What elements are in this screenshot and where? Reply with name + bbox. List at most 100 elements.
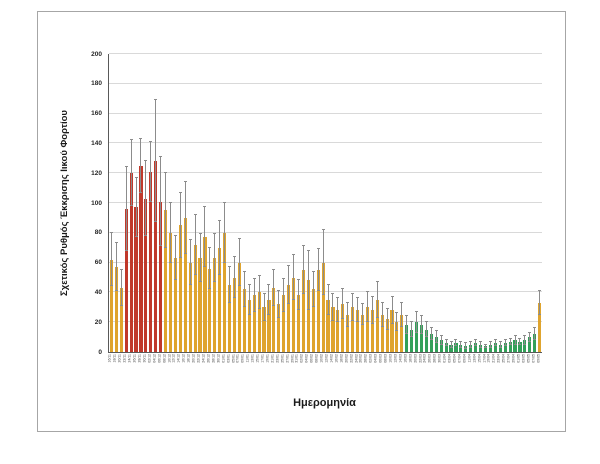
error-bar — [302, 246, 304, 294]
error-bar — [160, 156, 162, 247]
error-bar-cap — [385, 328, 389, 330]
bar-slot — [203, 54, 208, 352]
bar — [218, 247, 222, 352]
error-bar-cap — [405, 333, 409, 335]
error-bar-cap — [528, 331, 532, 333]
bar-slot — [488, 54, 493, 352]
error-bar — [219, 220, 221, 275]
error-bar-cap — [252, 278, 256, 279]
bar-slot — [424, 54, 429, 352]
error-bar-cap — [208, 288, 212, 290]
bar-slot — [267, 54, 272, 352]
bar — [242, 289, 246, 352]
error-bar-cap — [213, 233, 217, 235]
error-bar — [421, 316, 423, 335]
error-bar-cap — [390, 295, 394, 297]
error-bar-cap — [124, 249, 128, 251]
error-bar — [135, 177, 137, 238]
gridline — [109, 291, 542, 293]
bar — [459, 344, 463, 352]
error-bar-cap — [218, 273, 222, 275]
bar — [247, 299, 251, 352]
error-bar-cap — [164, 172, 168, 174]
x-tick-label: 19/01 — [265, 354, 270, 363]
error-bar — [411, 322, 413, 338]
bar — [306, 280, 310, 352]
bar-slot — [532, 54, 537, 352]
error-bar — [258, 276, 260, 309]
bar — [415, 322, 419, 352]
bar-slot — [522, 54, 527, 352]
y-tick-label: 120 — [91, 169, 102, 177]
error-bar-cap — [242, 270, 246, 272]
y-tick-label: 40 — [94, 288, 102, 296]
error-bar-cap — [498, 340, 502, 342]
error-bar — [248, 284, 250, 315]
error-bar-cap — [479, 346, 483, 348]
bar-slot — [114, 54, 119, 352]
bar — [424, 329, 429, 352]
error-bar-cap — [257, 275, 261, 277]
bar-slot — [257, 54, 262, 352]
error-bar-cap — [356, 297, 360, 299]
y-tick-label: 0 — [98, 348, 102, 356]
bar — [159, 201, 163, 352]
error-bar-cap — [415, 310, 419, 312]
bar — [232, 277, 237, 352]
bar — [395, 322, 399, 352]
bar-slot — [326, 54, 331, 352]
error-bar-cap — [311, 270, 315, 272]
error-bar-cap — [484, 346, 488, 348]
bar-slot — [493, 54, 498, 352]
error-bar-cap — [444, 345, 448, 347]
x-axis-label: Ημερομηνία — [293, 397, 356, 409]
error-bar-cap — [262, 319, 266, 321]
bar-slot — [237, 54, 242, 352]
bar-slot — [360, 54, 365, 352]
error-bar — [243, 271, 245, 308]
bar — [498, 344, 502, 352]
error-bar-cap — [292, 254, 296, 256]
error-bar-cap — [390, 322, 394, 324]
y-axis-label: Σχετικός Ρυθμός Έκκρισης Ιικού Φορτίου — [59, 110, 70, 296]
x-tick-label: 03/05 — [521, 354, 526, 363]
bar-slot — [355, 54, 360, 352]
error-bar-cap — [144, 160, 148, 162]
error-bar — [214, 234, 216, 282]
error-bar-cap — [459, 346, 463, 348]
error-bar-cap — [415, 331, 419, 333]
error-bar — [130, 140, 132, 206]
error-bar-cap — [134, 176, 138, 178]
error-bar-cap — [282, 310, 286, 312]
gridline — [109, 142, 542, 144]
bar-slot — [330, 54, 335, 352]
error-bar-cap — [424, 336, 428, 338]
bar — [178, 225, 182, 352]
bar-slot — [281, 54, 286, 352]
error-bar-cap — [533, 327, 537, 329]
error-bar — [396, 313, 398, 332]
error-bar-cap — [321, 294, 325, 296]
x-tick-label: 03/01 — [225, 354, 230, 363]
error-bar — [425, 322, 427, 338]
error-bar — [347, 302, 349, 327]
error-bar-cap — [464, 348, 468, 350]
error-bar-cap — [439, 343, 443, 345]
error-bar-cap — [114, 242, 118, 244]
error-bar-cap — [287, 303, 291, 305]
error-bar — [165, 173, 167, 248]
bar-slot — [350, 54, 355, 352]
x-axis-tick-labels: 16/11 18/11 20/11 22/11 24/11 26/11 28/11 30/11… — [108, 353, 541, 371]
x-tick-label: 10/03 — [388, 354, 393, 363]
error-bar — [357, 298, 359, 323]
bar — [346, 314, 350, 352]
bar-slot — [513, 54, 518, 352]
bar — [405, 325, 409, 352]
error-bar — [224, 203, 226, 263]
error-bar-cap — [429, 327, 433, 329]
bar — [474, 343, 478, 352]
bar-slot — [262, 54, 267, 352]
bar — [316, 270, 320, 352]
error-bar-cap — [213, 280, 217, 282]
bar-slot — [193, 54, 198, 352]
